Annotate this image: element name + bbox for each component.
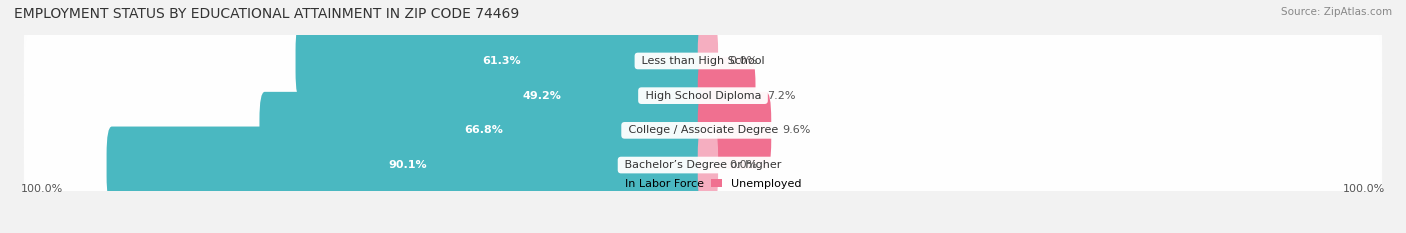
FancyBboxPatch shape: [24, 28, 1382, 164]
Text: College / Associate Degree: College / Associate Degree: [624, 125, 782, 135]
FancyBboxPatch shape: [24, 97, 1382, 233]
FancyBboxPatch shape: [697, 127, 718, 204]
Text: 0.0%: 0.0%: [730, 56, 758, 66]
FancyBboxPatch shape: [260, 92, 709, 169]
Text: Less than High School: Less than High School: [638, 56, 768, 66]
Text: 49.2%: 49.2%: [522, 91, 561, 101]
FancyBboxPatch shape: [697, 57, 755, 134]
Text: Bachelor’s Degree or higher: Bachelor’s Degree or higher: [621, 160, 785, 170]
Text: 9.6%: 9.6%: [782, 125, 811, 135]
Text: High School Diploma: High School Diploma: [641, 91, 765, 101]
Text: Source: ZipAtlas.com: Source: ZipAtlas.com: [1281, 7, 1392, 17]
Text: 100.0%: 100.0%: [21, 184, 63, 194]
FancyBboxPatch shape: [24, 0, 1382, 129]
FancyBboxPatch shape: [375, 57, 709, 134]
FancyBboxPatch shape: [24, 62, 1382, 198]
Legend: In Labor Force, Unemployed: In Labor Force, Unemployed: [600, 174, 806, 193]
Text: 90.1%: 90.1%: [388, 160, 427, 170]
Text: EMPLOYMENT STATUS BY EDUCATIONAL ATTAINMENT IN ZIP CODE 74469: EMPLOYMENT STATUS BY EDUCATIONAL ATTAINM…: [14, 7, 519, 21]
Text: 61.3%: 61.3%: [482, 56, 522, 66]
Text: 7.2%: 7.2%: [766, 91, 796, 101]
Text: 66.8%: 66.8%: [464, 125, 503, 135]
FancyBboxPatch shape: [295, 22, 709, 99]
FancyBboxPatch shape: [697, 92, 772, 169]
FancyBboxPatch shape: [107, 127, 709, 204]
FancyBboxPatch shape: [697, 22, 718, 99]
Text: 100.0%: 100.0%: [1343, 184, 1385, 194]
Text: 0.0%: 0.0%: [730, 160, 758, 170]
